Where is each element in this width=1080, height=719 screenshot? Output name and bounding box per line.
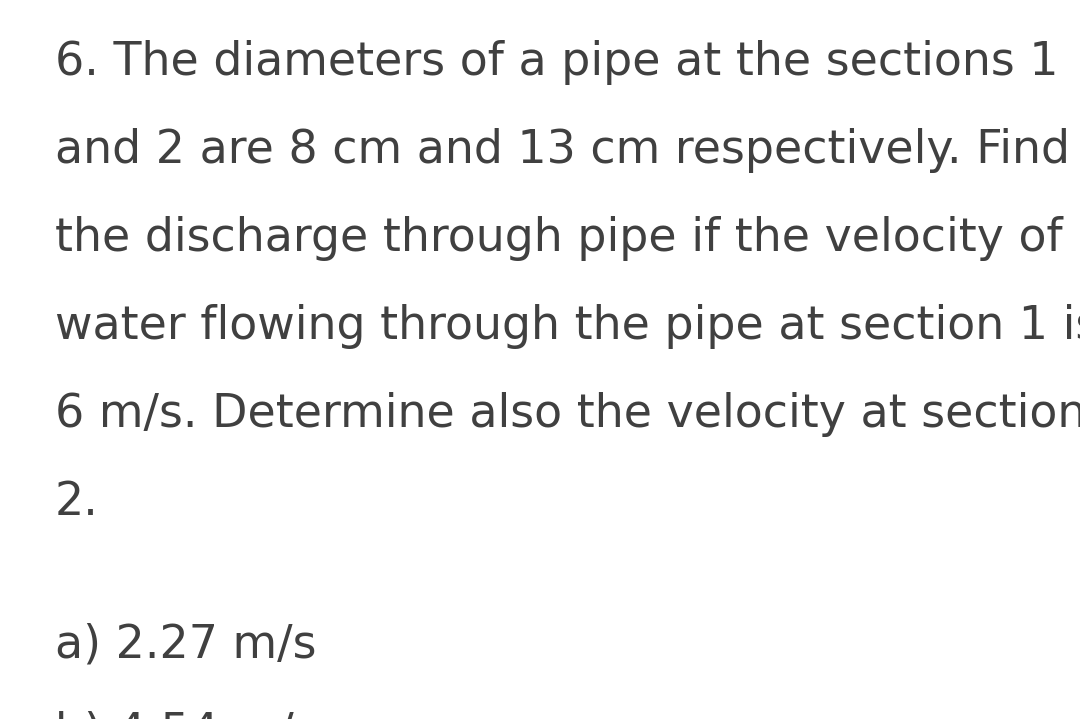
- Text: 6 m/s. Determine also the velocity at section: 6 m/s. Determine also the velocity at se…: [55, 392, 1080, 437]
- Text: 2.: 2.: [55, 480, 99, 525]
- Text: water flowing through the pipe at section 1 is: water flowing through the pipe at sectio…: [55, 304, 1080, 349]
- Text: b) 4.54 m/s: b) 4.54 m/s: [55, 711, 318, 719]
- Text: 6. The diameters of a pipe at the sections 1: 6. The diameters of a pipe at the sectio…: [55, 40, 1058, 85]
- Text: the discharge through pipe if the velocity of: the discharge through pipe if the veloci…: [55, 216, 1063, 261]
- Text: a) 2.27 m/s: a) 2.27 m/s: [55, 623, 316, 668]
- Text: and 2 are 8 cm and 13 cm respectively. Find: and 2 are 8 cm and 13 cm respectively. F…: [55, 128, 1070, 173]
